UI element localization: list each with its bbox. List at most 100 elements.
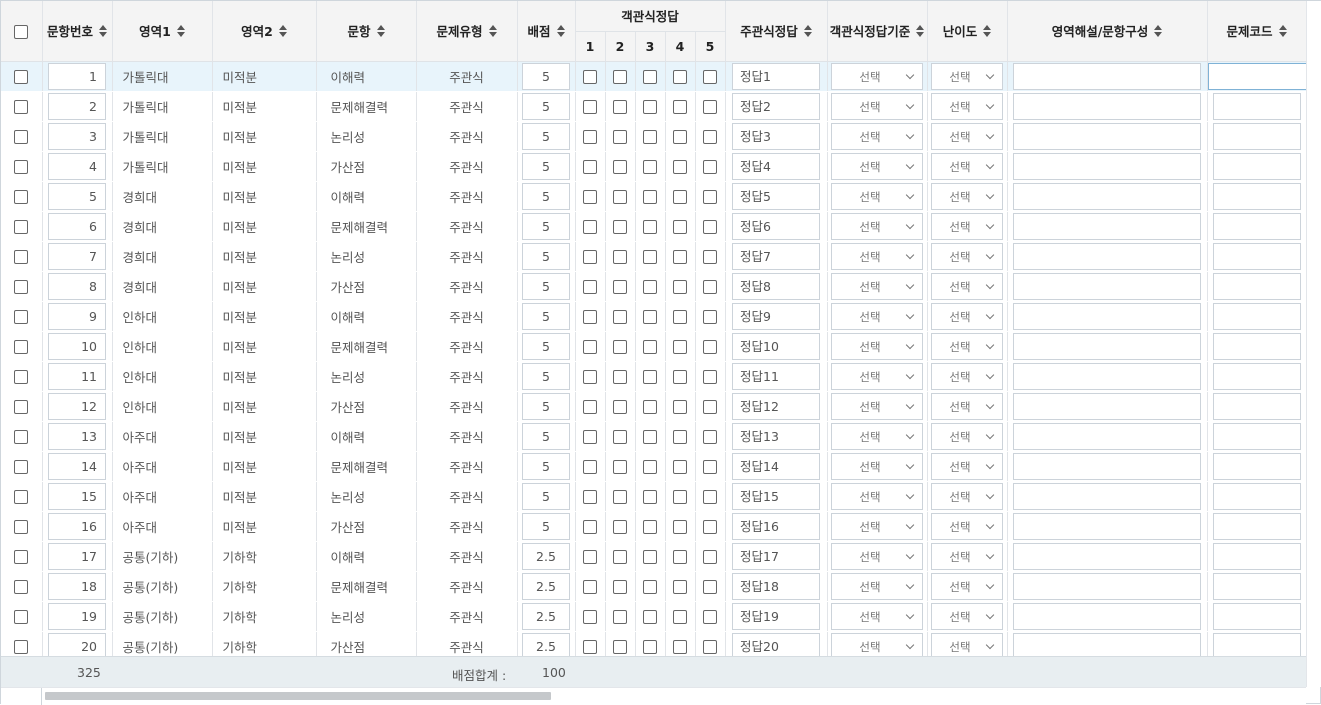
objective-answer-1-checkbox[interactable] xyxy=(583,69,597,84)
col-score-header[interactable]: 배점 xyxy=(517,1,576,62)
question-number-input[interactable]: 10 xyxy=(48,332,106,360)
objective-answer-4-checkbox[interactable] xyxy=(673,189,687,204)
question-code-input[interactable] xyxy=(1212,272,1301,300)
objective-answer-3-checkbox[interactable] xyxy=(643,219,657,234)
objective-answer-1-checkbox[interactable] xyxy=(583,549,597,564)
difficulty-select[interactable]: 선택 xyxy=(931,602,1003,630)
score-input[interactable]: 5 xyxy=(522,212,570,240)
explanation-input[interactable] xyxy=(1013,302,1201,330)
objective-answer-4-checkbox[interactable] xyxy=(673,399,687,414)
criteria-select[interactable]: 선택 xyxy=(831,542,923,570)
table-row[interactable]: 11 인하대 미적분 논리성 주관식 5 정답11 선택 선택 xyxy=(1,361,1306,392)
objective-answer-1-checkbox[interactable] xyxy=(583,639,597,654)
objective-answer-2-checkbox[interactable] xyxy=(613,579,627,594)
criteria-select[interactable]: 선택 xyxy=(831,302,923,330)
sort-icon[interactable] xyxy=(376,25,385,38)
row-checkbox[interactable] xyxy=(14,159,29,174)
criteria-select[interactable]: 선택 xyxy=(831,482,923,510)
table-row[interactable]: 6 경희대 미적분 문제해결력 주관식 5 정답6 선택 선택 xyxy=(1,211,1306,242)
question-code-input[interactable] xyxy=(1212,302,1301,330)
question-number-input[interactable]: 6 xyxy=(48,212,106,240)
difficulty-select[interactable]: 선택 xyxy=(931,152,1003,180)
criteria-select[interactable]: 선택 xyxy=(831,122,923,150)
objective-answer-2-checkbox[interactable] xyxy=(613,429,627,444)
sort-icon[interactable] xyxy=(983,25,992,38)
criteria-select[interactable]: 선택 xyxy=(831,272,923,300)
table-row[interactable]: 18 공통(기하) 기하학 문제해결력 주관식 2.5 정답18 선택 선택 xyxy=(1,571,1306,602)
question-code-input[interactable] xyxy=(1212,422,1301,450)
objective-answer-4-checkbox[interactable] xyxy=(673,69,687,84)
difficulty-select[interactable]: 선택 xyxy=(931,392,1003,420)
question-code-input[interactable] xyxy=(1212,212,1301,240)
objective-answer-1-checkbox[interactable] xyxy=(583,249,597,264)
objective-answer-1-checkbox[interactable] xyxy=(583,579,597,594)
objective-answer-4-checkbox[interactable] xyxy=(673,609,687,624)
row-checkbox[interactable] xyxy=(14,489,29,504)
difficulty-select[interactable]: 선택 xyxy=(931,92,1003,120)
difficulty-select[interactable]: 선택 xyxy=(931,452,1003,480)
objective-answer-2-checkbox[interactable] xyxy=(613,519,627,534)
subjective-answer-input[interactable]: 정답5 xyxy=(732,182,820,210)
explanation-input[interactable] xyxy=(1013,62,1201,90)
row-checkbox[interactable] xyxy=(14,69,29,84)
difficulty-select[interactable]: 선택 xyxy=(931,482,1003,510)
objective-answer-4-checkbox[interactable] xyxy=(673,579,687,594)
question-code-input[interactable] xyxy=(1212,92,1301,120)
objective-answer-3-checkbox[interactable] xyxy=(643,279,657,294)
objective-answer-2-checkbox[interactable] xyxy=(613,459,627,474)
question-number-input[interactable]: 8 xyxy=(48,272,106,300)
objective-answer-2-checkbox[interactable] xyxy=(613,609,627,624)
difficulty-select[interactable]: 선택 xyxy=(931,62,1003,90)
question-number-input[interactable]: 3 xyxy=(48,122,106,150)
objective-answer-5-checkbox[interactable] xyxy=(703,369,717,384)
row-checkbox[interactable] xyxy=(14,369,29,384)
col-item-header[interactable]: 문항 xyxy=(316,1,417,62)
score-input[interactable]: 2.5 xyxy=(522,632,570,656)
question-code-input[interactable] xyxy=(1212,452,1301,480)
difficulty-select[interactable]: 선택 xyxy=(931,182,1003,210)
objective-answer-5-checkbox[interactable] xyxy=(703,129,717,144)
score-input[interactable]: 5 xyxy=(522,302,570,330)
explanation-input[interactable] xyxy=(1013,152,1201,180)
subjective-answer-input[interactable]: 정답19 xyxy=(732,602,820,630)
explanation-input[interactable] xyxy=(1013,452,1201,480)
question-number-input[interactable]: 20 xyxy=(48,632,106,656)
difficulty-select[interactable]: 선택 xyxy=(931,542,1003,570)
table-row[interactable]: 19 공통(기하) 기하학 논리성 주관식 2.5 정답19 선택 선택 xyxy=(1,601,1306,632)
objective-answer-2-checkbox[interactable] xyxy=(613,399,627,414)
table-row[interactable]: 16 아주대 미적분 가산점 주관식 5 정답16 선택 선택 xyxy=(1,511,1306,542)
sort-icon[interactable] xyxy=(488,25,497,38)
objective-answer-5-checkbox[interactable] xyxy=(703,159,717,174)
difficulty-select[interactable]: 선택 xyxy=(931,572,1003,600)
subjective-answer-input[interactable]: 정답8 xyxy=(732,272,820,300)
col-type-header[interactable]: 문제유형 xyxy=(416,1,518,62)
score-input[interactable]: 2.5 xyxy=(522,542,570,570)
table-row[interactable]: 17 공통(기하) 기하학 이해력 주관식 2.5 정답17 선택 선택 xyxy=(1,541,1306,572)
table-row[interactable]: 20 공통(기하) 기하학 가산점 주관식 2.5 정답20 선택 선택 xyxy=(1,631,1306,656)
question-code-input[interactable] xyxy=(1207,62,1306,90)
table-row[interactable]: 14 아주대 미적분 문제해결력 주관식 5 정답14 선택 선택 xyxy=(1,451,1306,482)
objective-answer-1-checkbox[interactable] xyxy=(583,369,597,384)
objective-answer-4-checkbox[interactable] xyxy=(673,339,687,354)
objective-answer-2-checkbox[interactable] xyxy=(613,369,627,384)
question-number-input[interactable]: 1 xyxy=(48,62,106,90)
row-checkbox[interactable] xyxy=(14,519,29,534)
row-checkbox[interactable] xyxy=(14,639,29,654)
question-number-input[interactable]: 14 xyxy=(48,452,106,480)
difficulty-select[interactable]: 선택 xyxy=(931,632,1003,656)
question-number-input[interactable]: 9 xyxy=(48,302,106,330)
score-input[interactable]: 5 xyxy=(522,362,570,390)
explanation-input[interactable] xyxy=(1013,242,1201,270)
subjective-answer-input[interactable]: 정답14 xyxy=(732,452,820,480)
objective-answer-5-checkbox[interactable] xyxy=(703,249,717,264)
objective-answer-4-checkbox[interactable] xyxy=(673,99,687,114)
objective-answer-3-checkbox[interactable] xyxy=(643,129,657,144)
objective-answer-1-checkbox[interactable] xyxy=(583,189,597,204)
objective-answer-3-checkbox[interactable] xyxy=(643,309,657,324)
explanation-input[interactable] xyxy=(1013,122,1201,150)
explanation-input[interactable] xyxy=(1013,632,1201,656)
row-checkbox[interactable] xyxy=(14,279,29,294)
objective-answer-3-checkbox[interactable] xyxy=(643,579,657,594)
objective-answer-3-checkbox[interactable] xyxy=(643,639,657,654)
table-row[interactable]: 12 인하대 미적분 가산점 주관식 5 정답12 선택 선택 xyxy=(1,391,1306,422)
